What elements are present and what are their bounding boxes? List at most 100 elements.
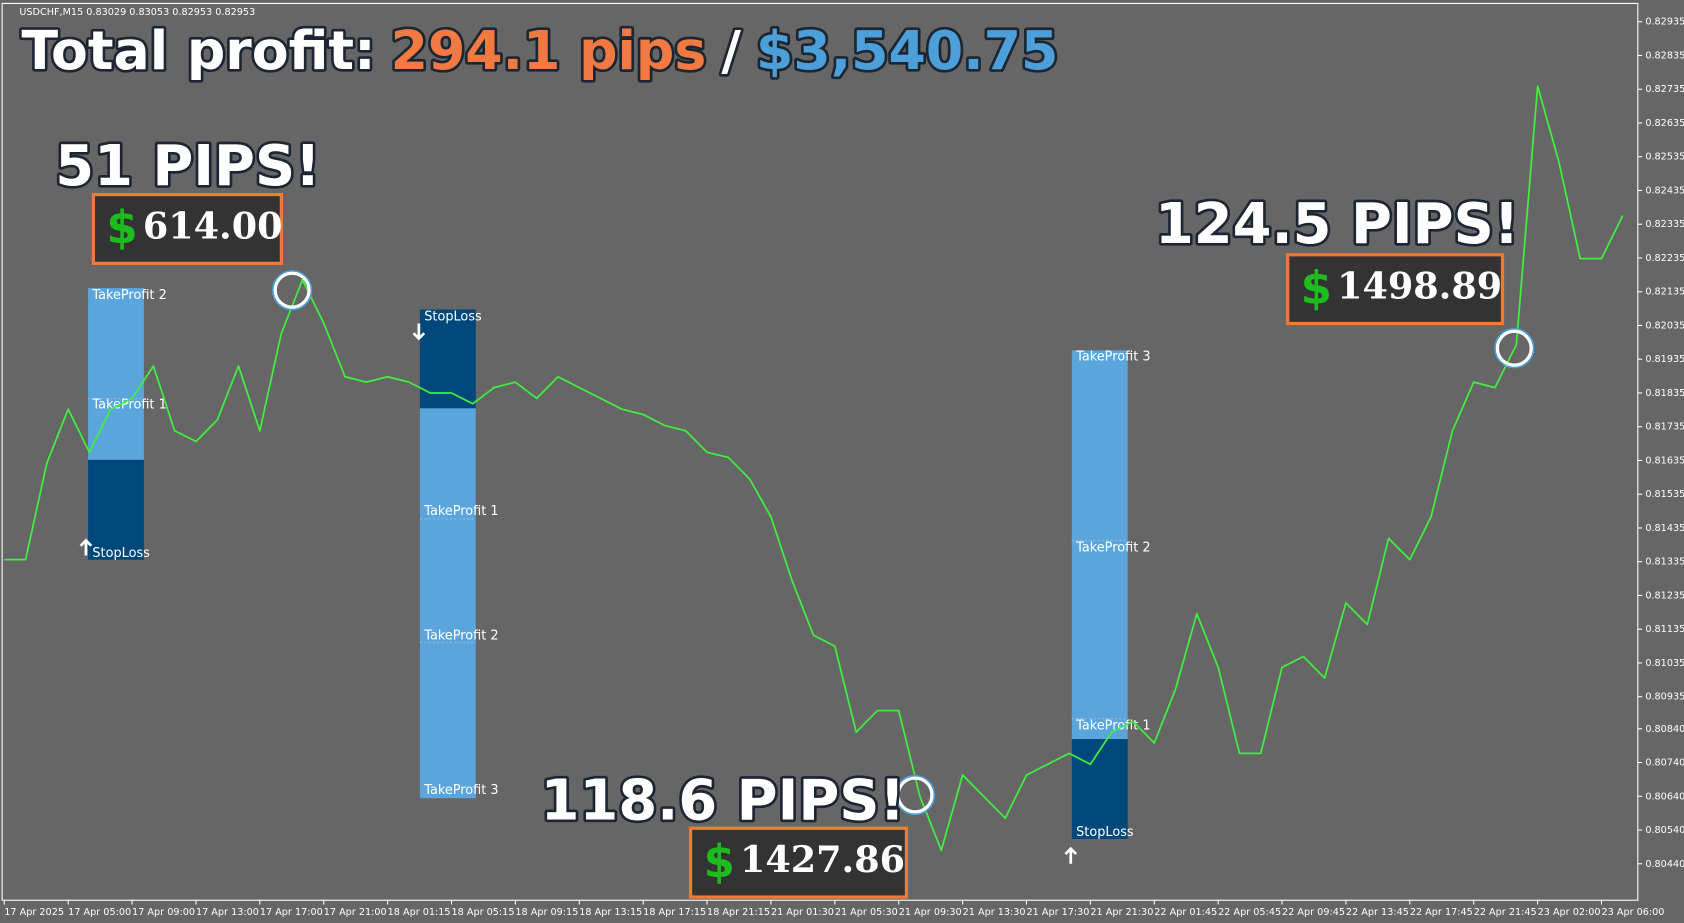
y-tick-label: 0.82735 (1645, 84, 1684, 95)
y-tick-label: 0.82335 (1645, 219, 1684, 230)
x-tick-label: 21 Apr 17:30 (1026, 907, 1089, 918)
y-tick-label: 0.80640 (1645, 791, 1684, 802)
x-tick-label: 17 Apr 13:00 (196, 907, 259, 918)
plot-frame (1, 2, 1639, 901)
y-tick-label: 0.82535 (1645, 152, 1684, 163)
y-tick-label: 0.81635 (1645, 455, 1684, 466)
trade-zone (88, 459, 144, 560)
exit-marker-ring (1494, 328, 1535, 369)
y-tick-label: 0.81835 (1645, 388, 1684, 399)
y-tick-label: 0.82935 (1645, 17, 1684, 28)
y-tick-label: 0.80840 (1645, 724, 1684, 735)
title-label: Total profit: (21, 19, 375, 82)
x-tick-label: 17 Apr 2025 (4, 907, 64, 918)
y-tick-label: 0.81735 (1645, 422, 1684, 433)
x-tick-label: 17 Apr 21:00 (324, 907, 387, 918)
y-tick-label: 0.81535 (1645, 489, 1684, 500)
profit-box (688, 826, 909, 899)
x-tick-label: 17 Apr 05:00 (68, 907, 131, 918)
title-separator: / (721, 19, 741, 82)
zone-label: TakeProfit 2 (91, 288, 166, 303)
y-tick-label: 0.80440 (1645, 859, 1684, 870)
y-tick-label: 0.81435 (1645, 523, 1684, 534)
zone-label: TakeProfit 2 (1075, 540, 1150, 555)
profit-amount: 1427.86 (740, 838, 905, 881)
x-tick-label: 22 Apr 17:45 (1410, 907, 1473, 918)
trade-arrow (79, 538, 93, 556)
exit-marker-ring (894, 774, 936, 816)
exit-marker (1495, 329, 1534, 368)
plot (4, 85, 1624, 852)
x-tick-label: 21 Apr 09:30 (899, 907, 962, 918)
exit-marker (273, 271, 312, 310)
y-tick-label: 0.82235 (1645, 253, 1684, 264)
trade-zone (1071, 350, 1128, 740)
y-tick-label: 0.81935 (1645, 354, 1684, 365)
x-tick-label: 21 Apr 01:30 (771, 907, 834, 918)
x-tick-label: 17 Apr 17:00 (260, 907, 323, 918)
title-pips: 294.1 pips (391, 19, 707, 82)
y-tick-label: 0.81135 (1645, 624, 1684, 635)
title: Total profit: 294.1 pips / $3,540.75 (21, 19, 1058, 82)
zone-label: StopLoss (1076, 825, 1134, 840)
y-tick-label: 0.82635 (1645, 118, 1684, 129)
trade-zones: TakeProfit 2 TakeProfit 1 StopLoss StopLoss… (79, 288, 1151, 864)
x-tick-label: 18 Apr 21:15 (707, 907, 770, 918)
currency-symbol: $ (703, 835, 734, 888)
pips-label: 124.5 PIPS! (1155, 192, 1519, 257)
x-tick-label: 21 Apr 13:30 (963, 907, 1026, 918)
x-tick-label: 18 Apr 05:15 (452, 907, 515, 918)
zone-label: TakeProfit 3 (1075, 349, 1150, 364)
y-tick-label: 0.81035 (1645, 658, 1684, 669)
zone-label: StopLoss (92, 546, 150, 561)
profit-amount: 1498.89 (1337, 265, 1502, 308)
exit-marker-ring (271, 270, 313, 311)
title-amount: $3,540.75 (756, 19, 1058, 82)
zone-label: TakeProfit 1 (423, 504, 498, 519)
currency-symbol: $ (1301, 261, 1332, 314)
zone-label: StopLoss (424, 310, 482, 325)
profit-box (91, 193, 283, 265)
pips-label: 118.6 PIPS! (541, 769, 905, 834)
y-tick-label: 0.82035 (1645, 320, 1684, 331)
currency-symbol: $ (106, 201, 137, 254)
x-tick-label: 22 Apr 09:45 (1282, 907, 1345, 918)
y-tick-label: 0.80540 (1645, 825, 1684, 836)
y-tick-label: 0.82135 (1645, 287, 1684, 298)
y-tick-label: 0.81335 (1645, 557, 1684, 568)
x-tick-label: 18 Apr 17:15 (643, 907, 706, 918)
y-tick-label: 0.82435 (1645, 185, 1684, 196)
x-tick-label: 22 Apr 01:45 (1154, 907, 1217, 918)
y-tick-label: 0.82835 (1645, 50, 1684, 61)
zone-label: TakeProfit 2 (423, 629, 498, 644)
x-tick-label: 22 Apr 21:45 (1474, 907, 1537, 918)
trade-zone (1071, 739, 1128, 840)
symbol-header: USDCHF,M15 0.83029 0.83053 0.82953 0.829… (19, 7, 255, 18)
x-tick-label: 18 Apr 01:15 (388, 907, 451, 918)
x-tick-label: 21 Apr 05:30 (835, 907, 898, 918)
y-tick-label: 0.80740 (1645, 758, 1684, 769)
price-line (4, 85, 1624, 852)
trade-arrow (412, 323, 426, 341)
x-tick-label: 23 Apr 06:00 (1601, 907, 1664, 918)
zone-label: TakeProfit 3 (423, 783, 498, 798)
x-tick-label: 17 Apr 09:00 (132, 907, 195, 918)
profit-amount: 614.00 (143, 204, 283, 247)
exit-marker (895, 775, 935, 815)
trade-zone (419, 408, 476, 799)
y-tick-label: 0.80935 (1645, 692, 1684, 703)
pips-label: 51 PIPS! (55, 134, 320, 199)
x-tick-label: 18 Apr 13:15 (579, 907, 642, 918)
y-tick-label: 0.81235 (1645, 590, 1684, 601)
x-tick-label: 22 Apr 13:45 (1346, 907, 1409, 918)
x-tick-label: 18 Apr 09:15 (515, 907, 578, 918)
profit-box (1286, 253, 1505, 326)
x-tick-label: 21 Apr 21:30 (1090, 907, 1153, 918)
trade-arrow (1064, 846, 1078, 864)
trade-zone (88, 288, 144, 460)
x-tick-label: 22 Apr 05:45 (1218, 907, 1281, 918)
